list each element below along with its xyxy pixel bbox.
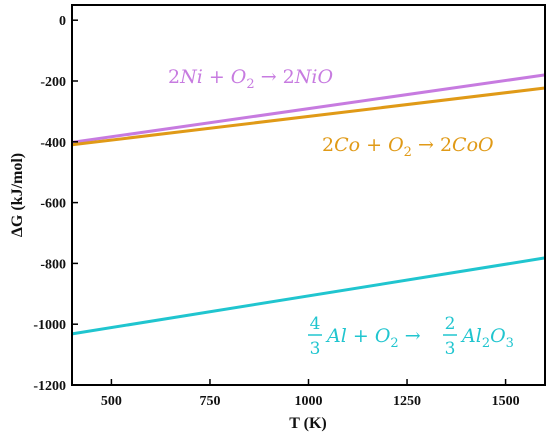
al-frac2-denominator: 3 [445, 339, 456, 359]
al-frac1-denominator: 3 [310, 339, 321, 359]
y-tick-label: -1000 [33, 318, 66, 333]
series-line-0 [71, 73, 546, 144]
x-tick-label: 1250 [393, 394, 421, 409]
y-tick-label: -600 [40, 197, 66, 212]
y-tick-label: -200 [40, 75, 66, 90]
plot-lines [71, 73, 546, 336]
y-tick-label: -800 [40, 257, 66, 272]
al-reaction-mid: Al + O2 → [325, 325, 421, 351]
al-reaction-label: 4 3 Al + O2 → 2 3 Al2O3 [308, 314, 514, 359]
x-axis-ticks: 500 750 1000 1250 1500 [101, 379, 520, 409]
ni-reaction-label: 2Ni + O2 → 2NiO [168, 66, 333, 92]
series-line-2 [71, 256, 546, 336]
y-tick-label: 0 [59, 14, 66, 29]
y-axis-ticks: 0 -200 -400 -600 -800 -1000 -1200 [33, 14, 78, 394]
x-tick-label: 1500 [492, 394, 520, 409]
al-reaction-product: Al2O3 [460, 325, 514, 351]
al-frac1-numerator: 4 [310, 314, 321, 334]
y-tick-label: -1200 [33, 379, 66, 394]
x-tick-label: 500 [101, 394, 122, 409]
series-line-1 [71, 86, 546, 147]
x-tick-label: 750 [199, 394, 220, 409]
x-axis-title: T (K) [289, 415, 326, 432]
y-axis-title: ΔG (kJ/mol) [9, 153, 26, 237]
y-tick-label: -400 [40, 136, 66, 151]
co-reaction-label: 2Co + O2 → 2CoO [322, 134, 494, 160]
x-tick-label: 1000 [295, 394, 323, 409]
al-frac2-numerator: 2 [445, 314, 456, 334]
